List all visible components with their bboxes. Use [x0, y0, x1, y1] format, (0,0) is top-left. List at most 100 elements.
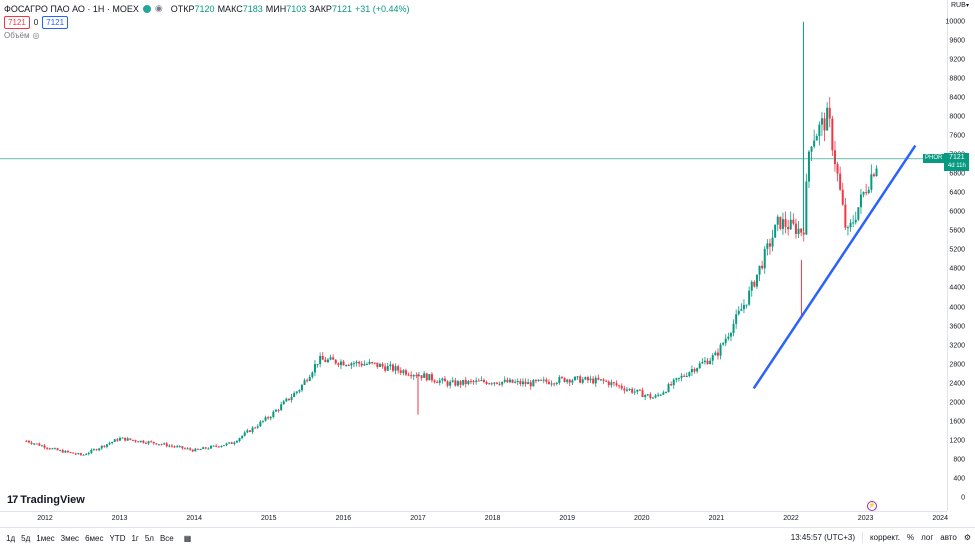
price-tag-countdown: 4d 11h — [947, 163, 966, 169]
candle-body — [415, 375, 418, 377]
ohlc-values: ОТКР7120 МАКС7183 МИН7103 ЗАКР7121 +31 (… — [171, 4, 410, 14]
candle-body — [40, 445, 43, 447]
candle-body — [488, 383, 491, 385]
candle-body — [332, 357, 335, 360]
divider — [862, 532, 864, 543]
candle-body — [235, 441, 238, 443]
candle-body — [501, 381, 504, 385]
candle-body — [98, 448, 101, 451]
candle-body — [511, 379, 514, 383]
candle-body — [701, 362, 704, 364]
clock-display[interactable]: 13:45:57 (UTC+3) — [790, 533, 856, 542]
candle-body — [72, 452, 75, 454]
candle-body — [469, 380, 472, 382]
candle-body — [345, 365, 348, 367]
candle-body — [464, 379, 467, 385]
candle-body — [563, 377, 566, 382]
x-tick-label: 2017 — [410, 515, 426, 522]
percent-button[interactable]: % — [907, 533, 915, 542]
candle-body — [326, 359, 329, 362]
price-tag-symbol: PHOR — [923, 154, 945, 163]
range-button[interactable]: YTD — [109, 533, 126, 543]
price-chart[interactable] — [0, 0, 947, 511]
candle-body — [48, 448, 51, 450]
candle-body — [363, 364, 366, 366]
calendar-icon[interactable]: ▦ — [183, 533, 192, 543]
candle-body — [90, 449, 93, 453]
candle-body — [592, 378, 595, 384]
candle-body — [358, 361, 361, 364]
currency-label[interactable]: RUB — [951, 2, 966, 9]
symbol-title[interactable]: ФОСАГРО ПАО АО · 1Н · MOEX — [4, 3, 139, 14]
y-tick-label: 1600 — [949, 418, 965, 426]
time-axis[interactable]: 2012 2013 2014 2015 2016 2017 2018 2019 2020 2021… — [0, 511, 948, 526]
candle-body — [441, 378, 444, 381]
candle-body — [371, 362, 374, 364]
auto-button[interactable]: авто — [940, 533, 957, 542]
candle-body — [480, 379, 483, 381]
candle-body — [303, 380, 306, 385]
candle-body — [191, 449, 194, 452]
candle-body — [698, 363, 701, 369]
candle-body — [178, 446, 181, 448]
chevron-down-icon[interactable]: ▾ — [966, 3, 970, 9]
candle-body — [207, 448, 210, 450]
sell-button[interactable]: 7121 — [4, 16, 30, 29]
candle-body — [602, 379, 605, 381]
candle-body — [685, 375, 688, 377]
tradingview-logo[interactable]: 17 TradingView — [7, 494, 85, 506]
candle-body — [620, 385, 623, 389]
candle-body — [599, 379, 602, 381]
range-button[interactable]: 3мес — [60, 533, 80, 543]
range-button[interactable]: 5д — [21, 533, 31, 543]
candle-body — [748, 290, 751, 305]
candle-body — [342, 361, 345, 366]
range-button[interactable]: Все — [159, 533, 174, 543]
candle-body — [810, 146, 813, 152]
buy-button[interactable]: 7121 — [42, 16, 69, 29]
candle-body — [35, 443, 38, 445]
spread-value: 0 — [33, 18, 39, 27]
adjust-button[interactable]: коррект. — [870, 533, 901, 542]
gear-icon[interactable]: ⚙ — [963, 533, 971, 542]
candle-body — [420, 375, 423, 378]
candle-body — [108, 443, 111, 445]
candle-body — [833, 150, 836, 165]
log-button[interactable]: лог — [921, 533, 934, 542]
range-button[interactable]: 5л — [144, 533, 154, 543]
eye-icon[interactable]: ◉ — [154, 3, 163, 13]
lightning-icon[interactable]: ⚡ — [867, 501, 877, 511]
candle-body — [152, 441, 155, 444]
eye-crossed-icon[interactable]: ◎ — [32, 31, 40, 40]
y-tick-label: 4000 — [949, 304, 965, 311]
candle-body — [321, 356, 324, 360]
y-tick-label: 5600 — [949, 227, 965, 235]
candle-body — [241, 435, 244, 439]
candle-body — [111, 441, 114, 444]
candle-body — [61, 450, 64, 453]
candle-body — [703, 360, 706, 363]
chart-pane[interactable] — [0, 0, 947, 511]
range-button[interactable]: 1г — [131, 533, 139, 543]
close-label: ЗАКР — [309, 3, 332, 14]
range-button[interactable]: 1мес — [36, 533, 55, 543]
y-tick-label: 9200 — [949, 56, 965, 64]
candle-body — [355, 361, 358, 364]
range-button[interactable]: 1д — [6, 533, 16, 543]
candle-body — [212, 445, 215, 447]
range-button[interactable]: 6мес — [85, 533, 104, 543]
candle-body — [163, 443, 166, 445]
candle-body — [594, 377, 597, 384]
candle-body — [173, 446, 176, 448]
candle-body — [508, 379, 511, 383]
candle-body — [459, 381, 462, 385]
buy-sell-row: 7121 0 7121 — [4, 16, 69, 29]
candle-body — [186, 448, 189, 450]
volume-label: Объём — [4, 31, 30, 40]
candle-body — [555, 382, 558, 385]
candle-body — [95, 449, 98, 451]
candle-body — [865, 192, 868, 194]
volume-legend[interactable]: Объём ◎ — [4, 31, 39, 40]
price-axis[interactable]: 0 400 800 1200 1600 2000 2400 2800 3200 3600 4000 4… — [946, 0, 975, 511]
candle-body — [87, 452, 90, 455]
